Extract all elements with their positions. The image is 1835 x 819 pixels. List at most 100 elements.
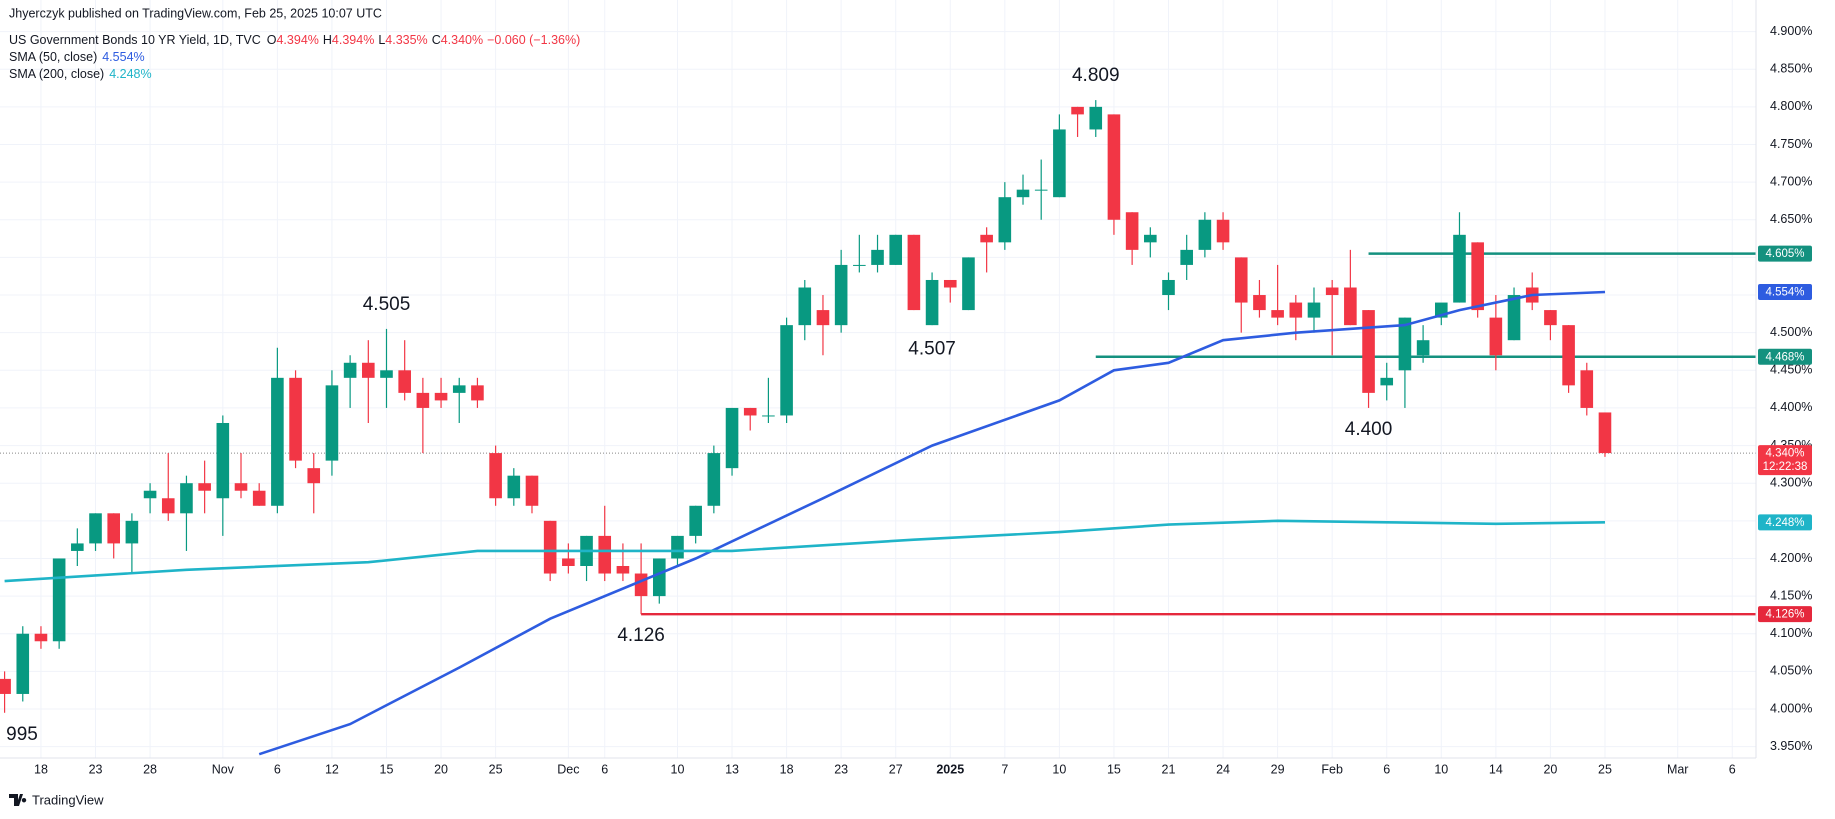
level-tag: 4.468% [1765,351,1804,363]
candle-body [362,362,375,378]
candle-body [1416,340,1430,356]
change: −0.060 (−1.36%) [487,33,580,47]
candle-body [489,453,502,499]
annotation: 995 [6,724,38,745]
sma-tag-bg [1758,514,1812,531]
y-tick-label: 4.150% [1770,588,1812,602]
x-tick-label: 24 [1216,762,1230,776]
candle-body [1089,106,1103,130]
candle-body [125,520,139,544]
y-tick-label: 4.850% [1770,62,1812,76]
candle-body [798,287,812,326]
candle-body [1289,302,1303,318]
x-tick-label: 6 [601,762,608,776]
candle-body [325,385,339,461]
candle-body [1489,317,1503,356]
candle-body [434,392,448,401]
candle-body [980,234,993,243]
y-tick-label: 4.700% [1770,174,1812,188]
ohlc-key: O [267,33,277,47]
candle-body [1034,189,1048,191]
ohlc-key: C [432,33,441,47]
ohlc-value: 4.340% [441,33,483,47]
candle-body [543,520,557,574]
candle-body [1507,295,1521,341]
candle-body [1162,279,1175,296]
candle-body [1362,310,1375,393]
candle-body [416,392,430,408]
candle-body [671,535,684,559]
candle-body [1598,412,1612,454]
candle-body [1325,287,1339,296]
candle-body [1071,106,1084,115]
x-tick-label: 21 [1162,762,1176,776]
level-tag-bg [1758,245,1812,262]
x-tick-label: 6 [1383,762,1390,776]
indicator-entry: SMA (200, close) 4.248% [9,67,152,81]
candle-body [1398,317,1412,371]
y-tick-label: 4.500% [1770,325,1812,339]
x-tick-label: Feb [1321,762,1343,776]
candle-body [634,573,648,597]
y-tick-label: 4.300% [1770,475,1812,489]
candle-body [1234,257,1248,303]
x-tick-label: 20 [1543,762,1557,776]
ohlc-key: H [323,33,332,47]
indicator-legend: SMA (50, close) 4.554% SMA (200, close) 4.2… [9,50,152,81]
candle-body [998,197,1012,243]
candle-body [1198,219,1212,250]
candle-body [925,279,939,326]
x-tick-label: 15 [380,762,394,776]
candle-body [398,370,411,393]
candle-body [1180,249,1193,265]
ohlc-key: L [378,33,385,47]
x-tick-label: 25 [1598,762,1612,776]
candle-body [507,475,521,499]
x-tick-label: 12 [325,762,339,776]
candle-body [1125,212,1139,250]
indicator-name: SMA (200, close) [9,67,104,81]
candle-body [1016,189,1030,198]
x-tick-label: 6 [274,762,281,776]
candle-body [0,678,11,694]
candle-body [1253,295,1266,311]
x-tick-label: 2025 [936,762,964,776]
candle-body [762,415,775,417]
candle-body [216,422,230,499]
candle-body [598,535,612,574]
candle-body [52,558,66,642]
x-tick-label: 29 [1271,762,1285,776]
x-tick-label: 7 [1001,762,1008,776]
candle-body [1580,370,1594,408]
x-tick-label: 25 [489,762,503,776]
x-tick-label: 14 [1489,762,1503,776]
indicator-value: 4.554% [102,50,144,64]
candle-body [1344,287,1357,326]
brand-name: TradingView [32,792,104,807]
candle-body [252,490,266,506]
y-tick-label: 4.650% [1770,212,1812,226]
candle-body [471,385,484,401]
candle-body [689,505,702,536]
candle-body [289,377,302,461]
x-tick-label: Dec [557,762,579,776]
candle-body [34,633,48,642]
candle-body [271,377,284,506]
candle-body [180,483,193,514]
x-tick-label: 23 [89,762,103,776]
y-tick-label: 4.750% [1770,137,1812,151]
ohlc-value: 4.394% [276,33,318,47]
level-tag-bg [1758,348,1812,365]
candle-body [834,264,848,326]
level-tag-bg [1758,606,1812,623]
indicator-entry: SMA (50, close) 4.554% [9,50,145,64]
x-tick-label: 27 [889,762,903,776]
level-tag: 4.605% [1765,248,1804,260]
y-tick-label: 4.000% [1770,701,1812,715]
candle-body [452,385,466,393]
x-tick-label: 18 [34,762,48,776]
candle-body [562,558,575,566]
candle-body [962,257,975,311]
level-tag: 4.126% [1765,609,1804,621]
candle-body [1471,242,1484,311]
